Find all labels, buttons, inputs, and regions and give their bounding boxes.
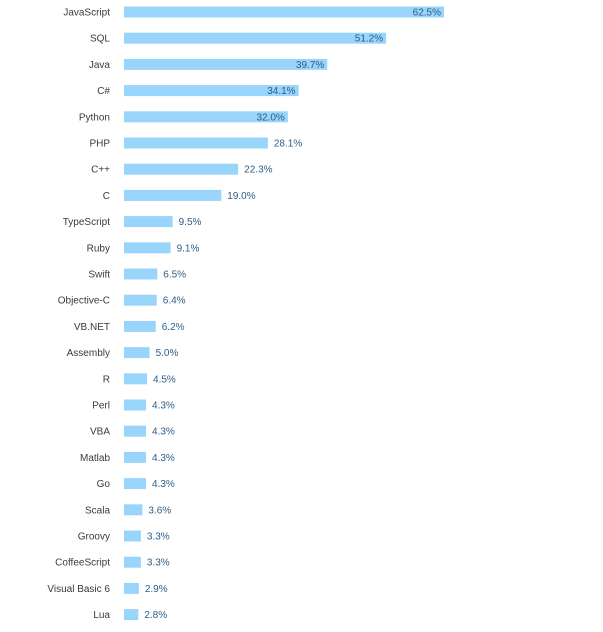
category-label: Groovy <box>78 532 110 543</box>
value-label: 19.0% <box>227 191 255 202</box>
bar <box>124 163 239 175</box>
category-label: Perl <box>92 401 110 412</box>
category-label: Visual Basic 6 <box>47 584 110 595</box>
category-label: CoffeeScript <box>55 558 110 569</box>
value-label: 5.0% <box>156 348 179 359</box>
value-label: 51.2% <box>355 34 383 45</box>
category-label: C <box>103 191 110 202</box>
bar <box>124 347 150 359</box>
value-label: 3.3% <box>147 532 170 543</box>
category-label: Scala <box>85 505 110 516</box>
bar <box>124 451 147 463</box>
bar <box>124 294 157 306</box>
value-label: 2.8% <box>144 610 167 621</box>
bar <box>124 320 156 332</box>
category-label: Java <box>89 60 111 71</box>
category-label: R <box>103 374 110 385</box>
category-label: Lua <box>93 610 110 621</box>
bar <box>124 556 141 568</box>
bar <box>124 478 147 490</box>
bar <box>124 268 158 280</box>
value-label: 6.2% <box>162 322 185 333</box>
value-label: 9.5% <box>179 217 202 228</box>
bar <box>124 6 444 18</box>
value-label: 3.3% <box>147 558 170 569</box>
bar <box>124 85 299 97</box>
value-label: 4.3% <box>152 401 175 412</box>
category-label: Ruby <box>87 243 110 254</box>
bar <box>124 399 147 411</box>
bar <box>124 373 148 385</box>
bar <box>124 242 171 254</box>
value-label: 9.1% <box>177 243 200 254</box>
value-label: 32.0% <box>256 112 284 123</box>
bar <box>124 189 222 201</box>
value-label: 62.5% <box>413 8 441 19</box>
category-label: C++ <box>91 165 110 176</box>
category-label: Matlab <box>80 453 110 464</box>
value-label: 6.5% <box>163 270 186 281</box>
category-label: Objective-C <box>58 296 110 307</box>
category-label: TypeScript <box>63 217 110 228</box>
bar <box>124 58 328 70</box>
value-label: 4.3% <box>152 427 175 438</box>
category-label: Assembly <box>67 348 110 359</box>
value-label: 4.3% <box>152 453 175 464</box>
category-label: JavaScript <box>63 8 110 19</box>
bar <box>124 530 141 542</box>
value-label: 4.5% <box>153 374 176 385</box>
category-label: VB.NET <box>74 322 110 333</box>
bar <box>124 32 387 44</box>
value-label: 4.3% <box>152 479 175 490</box>
value-label: 3.6% <box>148 505 171 516</box>
bar <box>124 609 139 621</box>
value-label: 28.1% <box>274 139 302 150</box>
bar <box>124 504 143 516</box>
bar <box>124 425 147 437</box>
category-label: C# <box>97 86 110 97</box>
bar <box>124 216 173 228</box>
value-label: 2.9% <box>145 584 168 595</box>
value-label: 39.7% <box>296 60 324 71</box>
value-label: 6.4% <box>163 296 186 307</box>
bar <box>124 137 268 149</box>
category-label: PHP <box>89 139 110 150</box>
value-label: 22.3% <box>244 165 272 176</box>
category-label: Go <box>97 479 111 490</box>
bar <box>124 111 288 123</box>
category-label: VBA <box>90 427 110 438</box>
bar <box>124 582 139 594</box>
value-label: 34.1% <box>267 86 295 97</box>
category-label: Python <box>79 112 110 123</box>
category-label: Swift <box>88 270 110 281</box>
category-label: SQL <box>90 34 110 45</box>
